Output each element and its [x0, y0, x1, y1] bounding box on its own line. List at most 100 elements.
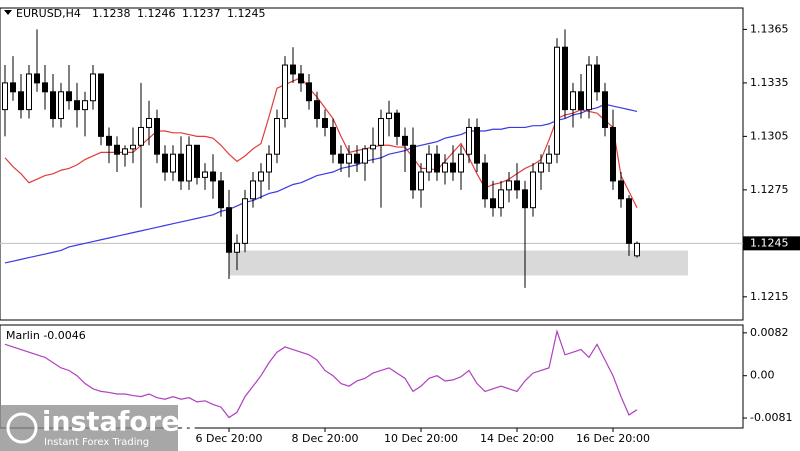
candle-body [266, 153, 272, 173]
candle-body [562, 46, 568, 111]
candle-body [322, 118, 328, 128]
main-panel-frame [0, 7, 744, 321]
candle-body [370, 144, 376, 150]
candle-body [170, 153, 176, 173]
candle-body [58, 91, 64, 120]
chart-title: EURUSD,H4 [16, 7, 81, 20]
candle-body [362, 148, 368, 164]
x-tick-label: 10 Dec 20:00 [384, 432, 458, 445]
candle-body [546, 153, 552, 164]
candle-body [402, 135, 408, 146]
ohlc-low: 1.1237 [182, 7, 221, 20]
candle-body [90, 73, 96, 102]
candle-body [530, 171, 536, 209]
candle-body [386, 112, 392, 120]
indicator-panel-frame [0, 324, 744, 429]
y-tick-label: 0.00 [750, 369, 775, 382]
candle-body [594, 64, 600, 93]
candle-body [618, 180, 624, 200]
candle-body [378, 118, 384, 146]
candle-body [178, 153, 184, 182]
menu-icon [4, 10, 12, 15]
x-tick-label: 16 Dec 20:00 [576, 432, 650, 445]
candle-body [138, 126, 144, 146]
ohlc-close: 1.1245 [227, 7, 266, 20]
y-tick-label: 0.0082 [750, 326, 789, 339]
candle-body [82, 100, 88, 111]
candle-body [314, 100, 320, 120]
price-label-box [743, 236, 800, 251]
candle-body [498, 189, 504, 209]
candle-body [282, 64, 288, 120]
candle-body [602, 91, 608, 128]
candle-body [218, 180, 224, 209]
candle-body [186, 144, 192, 182]
candle-body [42, 82, 48, 93]
watermark-brand: instaforex [42, 407, 197, 438]
candle-body [2, 82, 8, 111]
y-tick-label: 1.1305 [750, 129, 789, 142]
candle-body [226, 207, 232, 253]
candle-body [274, 118, 280, 155]
candle-body [490, 198, 496, 209]
candle-body [634, 242, 640, 257]
candle-body [122, 148, 128, 155]
watermark-box [0, 405, 178, 451]
candle-body [146, 118, 152, 128]
highlight-band [229, 250, 688, 276]
ohlc-high: 1.1246 [137, 7, 176, 20]
candle-body [554, 46, 560, 155]
y-tick-label: 1.1335 [750, 76, 789, 89]
candle-body [98, 73, 104, 137]
candle-body [474, 126, 480, 164]
candle-body [346, 153, 352, 164]
candle-body [442, 162, 448, 173]
line-series [4, 76, 638, 208]
candle-body [626, 198, 632, 244]
candle-body [234, 242, 240, 253]
line-series [4, 329, 638, 419]
candle-body [34, 73, 40, 84]
candle-body [202, 171, 208, 178]
x-tick-label: 6 Dec 20:00 [196, 432, 263, 445]
current-price-label: 1.1245 [750, 236, 789, 249]
candle-body [66, 91, 72, 102]
candle-body [434, 153, 440, 173]
candle-body [586, 64, 592, 111]
candle-body [418, 171, 424, 191]
y-tick-label: 1.1365 [750, 22, 789, 35]
candle-body [450, 162, 456, 173]
candle-body [466, 126, 472, 155]
candle-body [330, 126, 336, 155]
candle-body [578, 91, 584, 111]
indicator-title: Marlin -0.0046 [6, 329, 86, 342]
candle-body [394, 112, 400, 137]
candle-body [194, 144, 200, 178]
candle-body [522, 189, 528, 209]
candle-body [482, 162, 488, 200]
candle-body [210, 171, 216, 182]
candle-body [250, 180, 256, 200]
candle-body [242, 198, 248, 244]
candle-body [354, 153, 360, 164]
candle-body [162, 153, 168, 173]
candle-body [50, 91, 56, 120]
candle-body [538, 162, 544, 173]
candle-body [74, 100, 80, 111]
x-tick-label: 14 Dec 20:00 [480, 432, 554, 445]
x-tick-label: 8 Dec 20:00 [292, 432, 359, 445]
candle-body [114, 144, 120, 155]
watermark-tagline: Instant Forex Trading [44, 437, 149, 448]
candle-body [506, 180, 512, 191]
watermark-logo [6, 412, 38, 444]
y-tick-label: -0.0081 [750, 411, 792, 424]
candle-body [18, 91, 24, 111]
candle-body [338, 153, 344, 164]
candle-body [290, 64, 296, 75]
candle-body [514, 180, 520, 191]
candle-body [258, 171, 264, 182]
candle-body [10, 82, 16, 93]
candle-body [106, 135, 112, 146]
candle-body [298, 73, 304, 84]
